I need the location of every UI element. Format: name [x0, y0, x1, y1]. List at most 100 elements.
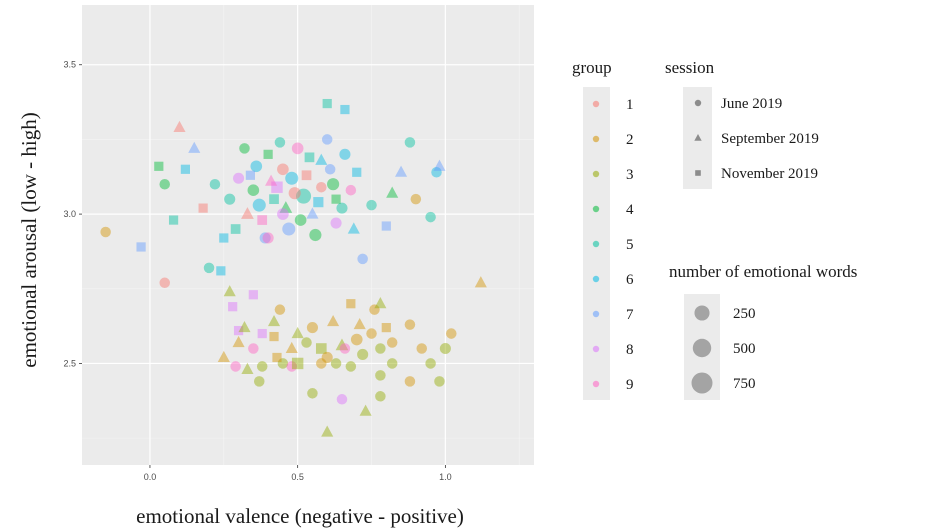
data-point — [269, 194, 279, 205]
data-point — [248, 343, 259, 354]
data-point — [301, 170, 312, 181]
data-point — [434, 376, 445, 387]
x-axis-title: emotional valence (negative - positive) — [136, 504, 464, 528]
legend-session-key — [694, 99, 702, 107]
data-point — [159, 178, 170, 190]
legend-size-label: 500 — [733, 341, 756, 357]
data-point — [198, 203, 208, 213]
data-point — [425, 358, 436, 369]
data-point — [316, 181, 327, 193]
data-point — [238, 320, 251, 333]
legend-size-key — [692, 338, 712, 358]
x-tick-label: 0.5 — [291, 472, 304, 482]
data-point — [168, 215, 179, 225]
data-point — [331, 194, 341, 204]
data-point — [357, 348, 369, 361]
data-point — [285, 341, 298, 354]
data-point — [262, 232, 274, 244]
legend-group-label: 1 — [626, 97, 634, 113]
data-point — [381, 322, 391, 333]
data-point — [230, 224, 241, 234]
data-point — [239, 143, 250, 154]
data-point — [247, 184, 260, 197]
y-tick-label: 3.0 — [63, 209, 76, 219]
data-point — [269, 331, 279, 342]
data-point — [375, 370, 386, 381]
data-point — [316, 358, 327, 369]
data-point — [259, 232, 271, 244]
legend-group-label: 9 — [626, 377, 634, 393]
x-tick-label: 1.0 — [439, 472, 452, 482]
legend-size-label: 750 — [733, 376, 756, 392]
legend-group-label: 3 — [626, 167, 634, 183]
data-point — [224, 193, 236, 205]
data-point — [336, 394, 348, 405]
data-point — [386, 337, 398, 348]
data-point — [248, 290, 258, 300]
data-point — [375, 391, 386, 402]
data-point — [327, 178, 340, 191]
data-point — [274, 304, 286, 315]
data-point — [346, 299, 356, 309]
data-point — [309, 228, 322, 242]
data-point — [345, 361, 357, 372]
data-point — [339, 148, 351, 160]
legend-session-key — [694, 133, 702, 141]
data-point — [321, 351, 333, 364]
legend-session-label: June 2019 — [721, 96, 782, 112]
data-point — [245, 170, 255, 180]
data-point — [219, 233, 229, 243]
data-point — [250, 160, 263, 173]
data-point — [386, 186, 399, 198]
data-point — [395, 165, 408, 177]
legend-size-key — [691, 372, 713, 394]
axis-ticks: 0.0 0.5 1.0 2.5 3.0 3.5 — [63, 60, 451, 482]
legend-group-key — [592, 205, 600, 213]
data-point — [228, 302, 238, 312]
data-point — [277, 163, 289, 176]
data-point — [294, 214, 307, 226]
data-point — [321, 425, 334, 437]
data-point — [233, 172, 245, 184]
legend-group-key — [592, 345, 600, 353]
data-point — [256, 361, 268, 372]
data-point — [173, 120, 186, 133]
data-point — [366, 199, 377, 211]
data-point — [230, 361, 241, 372]
data-point — [339, 343, 351, 354]
data-point — [306, 207, 319, 219]
data-point — [188, 141, 201, 153]
data-point — [277, 358, 289, 369]
legend-session-title: session — [665, 58, 715, 77]
data-point — [410, 193, 422, 205]
data-point — [267, 314, 281, 327]
data-point — [233, 325, 244, 336]
data-point — [291, 326, 304, 339]
data-point — [404, 319, 416, 330]
data-point — [366, 328, 377, 339]
data-point — [291, 357, 304, 370]
data-point — [416, 343, 427, 354]
data-point — [279, 201, 293, 213]
y-tick-label: 2.5 — [63, 358, 76, 368]
data-points — [100, 98, 487, 437]
legend-group-key — [592, 310, 600, 318]
grid-lines — [82, 5, 534, 465]
legend-size: number of emotional words 250 500 750 — [669, 262, 857, 400]
legend-group-title: group — [572, 58, 612, 77]
data-point — [274, 137, 286, 148]
data-point — [154, 161, 164, 171]
legend-group-key — [592, 240, 600, 248]
data-point — [217, 350, 230, 363]
data-point — [257, 215, 268, 225]
data-point — [203, 262, 215, 274]
legend-group-label: 4 — [626, 202, 634, 218]
data-point — [277, 208, 289, 220]
data-point — [257, 328, 267, 339]
data-point — [286, 361, 298, 372]
legend-group-label: 8 — [626, 342, 634, 358]
data-point — [301, 337, 312, 348]
data-point — [345, 184, 357, 196]
data-point — [374, 297, 387, 309]
